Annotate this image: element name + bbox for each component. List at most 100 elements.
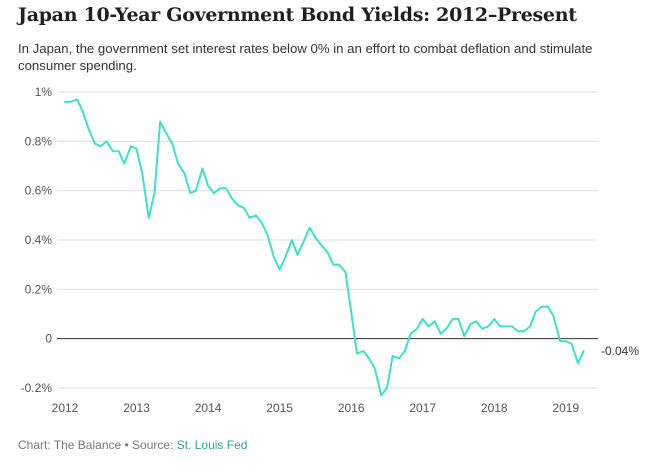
data-point xyxy=(159,120,162,123)
y-tick-label: 0.8% xyxy=(25,134,53,148)
data-point xyxy=(576,362,579,365)
chart-title: Japan 10-Year Government Bond Yields: 20… xyxy=(18,4,577,26)
data-point xyxy=(201,167,204,170)
data-point xyxy=(69,100,72,103)
data-point xyxy=(183,172,186,175)
x-tick-label: 2012 xyxy=(52,401,79,415)
data-point xyxy=(415,327,418,330)
data-point xyxy=(380,394,383,397)
chart-subtitle: In Japan, the government set interest ra… xyxy=(18,41,593,73)
data-point xyxy=(350,310,353,313)
data-point xyxy=(194,189,197,192)
data-point xyxy=(367,357,370,360)
data-point xyxy=(165,132,168,135)
data-point xyxy=(403,349,406,352)
data-point xyxy=(63,100,66,103)
y-tick-label: 0.2% xyxy=(25,282,53,296)
gridlines xyxy=(57,91,598,389)
x-tick-label: 2018 xyxy=(481,401,508,415)
data-point xyxy=(421,317,424,320)
data-point xyxy=(552,315,555,318)
data-point xyxy=(93,142,96,145)
data-point xyxy=(153,192,156,195)
data-point xyxy=(76,98,79,101)
data-point xyxy=(570,342,573,345)
data-point xyxy=(308,226,311,229)
data-point xyxy=(534,310,537,313)
data-point xyxy=(511,325,514,328)
data-point xyxy=(355,352,358,355)
data-point xyxy=(189,192,192,195)
y-tick-label: 0 xyxy=(45,332,52,346)
data-point xyxy=(129,145,132,148)
data-point xyxy=(427,325,430,328)
data-point xyxy=(171,142,174,145)
data-point xyxy=(337,263,340,266)
line-chart: 1%0.8%0.6%0.4%0.2%0-0.2% 2012 2013 2014 201… xyxy=(21,85,640,415)
end-value-label: -0.04% xyxy=(601,344,639,358)
y-tick-label: -0.2% xyxy=(21,381,53,395)
data-point xyxy=(314,236,317,239)
data-point xyxy=(582,349,585,352)
data-point xyxy=(505,325,508,328)
series-line xyxy=(64,98,585,397)
data-point xyxy=(224,187,227,190)
data-point xyxy=(284,256,287,259)
data-point xyxy=(123,162,126,165)
footer-credit: Chart: The Balance • Source: xyxy=(18,438,177,452)
data-point xyxy=(398,357,401,360)
x-tick-label: 2016 xyxy=(338,401,365,415)
y-axis-ticks: 1% 0.8% 0.6% 0.4% 0.2% 0 -0.2% xyxy=(21,85,53,395)
data-point xyxy=(463,335,466,338)
data-point xyxy=(242,206,245,209)
data-point xyxy=(546,305,549,308)
data-point xyxy=(457,317,460,320)
data-point xyxy=(564,340,567,343)
data-point xyxy=(493,317,496,320)
data-point xyxy=(237,204,240,207)
data-point xyxy=(487,325,490,328)
x-axis-ticks: 2012 2013 2014 2015 2016 2017 2018 2019 xyxy=(52,401,580,415)
data-point xyxy=(481,327,484,330)
data-point xyxy=(296,253,299,256)
data-point xyxy=(439,332,442,335)
y-tick-label: 1% xyxy=(35,85,53,99)
source-link[interactable]: St. Louis Fed xyxy=(176,438,248,452)
data-point xyxy=(206,184,209,187)
data-point xyxy=(135,147,138,150)
data-point xyxy=(558,340,561,343)
data-point xyxy=(445,327,448,330)
data-point xyxy=(141,172,144,175)
data-point xyxy=(117,150,120,153)
data-point xyxy=(385,386,388,389)
data-point xyxy=(541,305,544,308)
data-point xyxy=(326,251,329,254)
y-tick-label: 0.4% xyxy=(25,233,53,247)
data-point xyxy=(475,320,478,323)
data-point xyxy=(147,216,150,219)
data-point xyxy=(451,317,454,320)
data-point xyxy=(176,162,179,165)
data-point xyxy=(266,233,269,236)
data-point xyxy=(105,140,108,143)
data-point xyxy=(230,196,233,199)
data-point xyxy=(362,349,365,352)
data-point xyxy=(212,192,215,195)
data-point xyxy=(523,330,526,333)
y-tick-label: 0.6% xyxy=(25,184,53,198)
data-point xyxy=(302,241,305,244)
data-point xyxy=(99,145,102,148)
data-point xyxy=(373,367,376,370)
data-point xyxy=(332,263,335,266)
data-point xyxy=(516,330,519,333)
data-point xyxy=(344,270,347,273)
data-point xyxy=(469,322,472,325)
data-point xyxy=(87,127,90,130)
x-tick-label: 2019 xyxy=(552,401,579,415)
data-point xyxy=(391,354,394,357)
data-point xyxy=(81,110,84,113)
data-point xyxy=(498,325,501,328)
x-tick-label: 2013 xyxy=(123,401,150,415)
data-point xyxy=(272,256,275,259)
data-point xyxy=(248,216,251,219)
